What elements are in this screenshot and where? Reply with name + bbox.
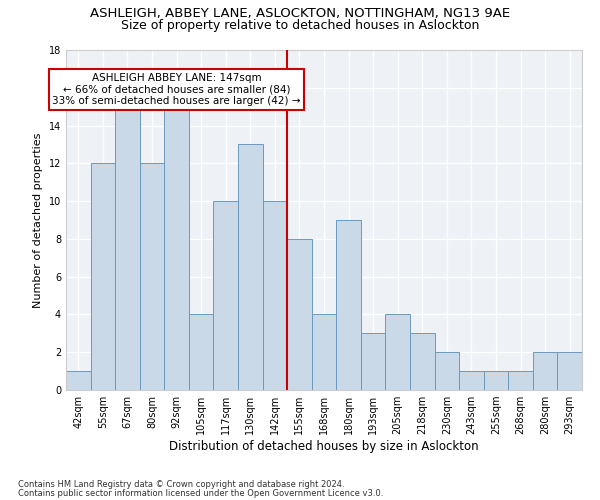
Bar [508,371,533,390]
Text: ASHLEIGH ABBEY LANE: 147sqm
← 66% of detached houses are smaller (84)
33% of sem: ASHLEIGH ABBEY LANE: 147sqm ← 66% of det… [52,72,301,106]
Bar [557,352,582,390]
Text: Size of property relative to detached houses in Aslockton: Size of property relative to detached ho… [121,18,479,32]
Bar [312,314,336,390]
Bar [263,201,287,390]
Bar [287,239,312,390]
Text: Contains public sector information licensed under the Open Government Licence v3: Contains public sector information licen… [18,488,383,498]
Bar [214,201,238,390]
Bar [140,164,164,390]
Bar [361,334,385,390]
Bar [385,314,410,390]
X-axis label: Distribution of detached houses by size in Aslockton: Distribution of detached houses by size … [169,440,479,453]
Bar [336,220,361,390]
Bar [189,314,214,390]
Bar [533,352,557,390]
Bar [434,352,459,390]
Y-axis label: Number of detached properties: Number of detached properties [33,132,43,308]
Text: ASHLEIGH, ABBEY LANE, ASLOCKTON, NOTTINGHAM, NG13 9AE: ASHLEIGH, ABBEY LANE, ASLOCKTON, NOTTING… [90,8,510,20]
Text: Contains HM Land Registry data © Crown copyright and database right 2024.: Contains HM Land Registry data © Crown c… [18,480,344,489]
Bar [484,371,508,390]
Bar [66,371,91,390]
Bar [238,144,263,390]
Bar [410,334,434,390]
Bar [115,106,140,390]
Bar [164,106,189,390]
Bar [91,164,115,390]
Bar [459,371,484,390]
